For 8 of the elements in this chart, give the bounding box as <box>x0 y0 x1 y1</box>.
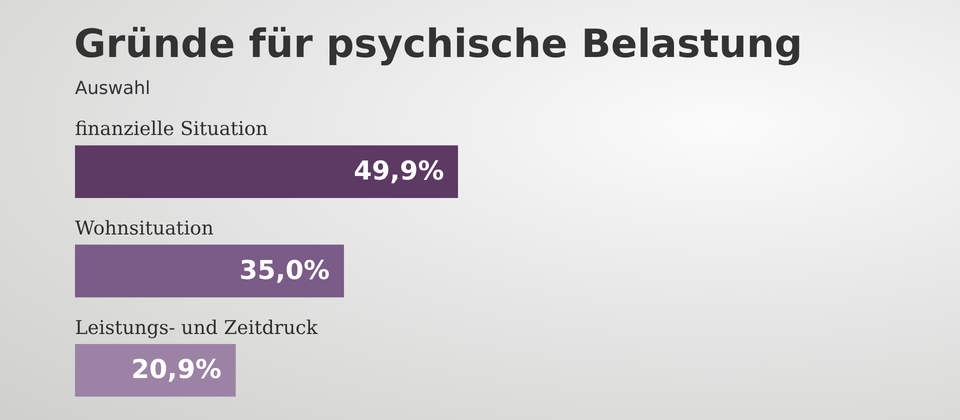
y-tick-label: Leistungs- und Zeitdruck <box>75 316 318 339</box>
data-label: 20,9% <box>131 355 222 386</box>
y-tick-label: Wohnsituation <box>75 217 214 240</box>
chart-subtitle: Auswahl <box>75 78 150 99</box>
data-label: 49,9% <box>354 156 444 186</box>
chart-title: Gründe für psychische Belastung <box>74 22 802 67</box>
data-label: 35,0% <box>239 256 330 286</box>
y-tick-label: finanzielle Situation <box>75 118 268 140</box>
